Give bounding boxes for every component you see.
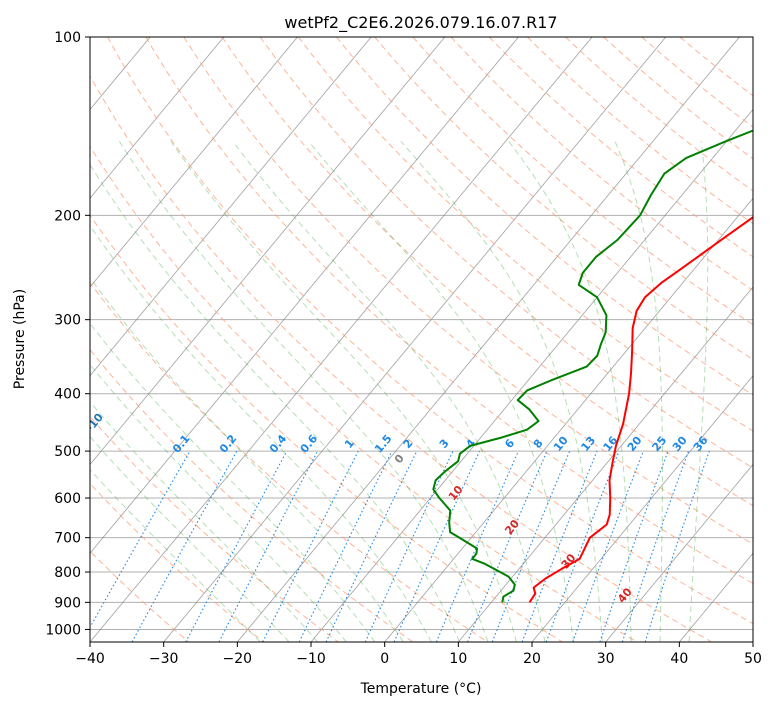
isotherm-line — [90, 37, 519, 554]
isotherm-line — [237, 37, 740, 642]
moist-adiabat-line — [90, 322, 376, 642]
moist-adiabat-line — [170, 141, 517, 642]
dry-adiabat-line — [565, 37, 753, 192]
isotherm-line — [90, 37, 225, 199]
y-tick-label: 400 — [54, 387, 81, 403]
mixing-ratio-line — [545, 450, 620, 642]
x-tick-label: 0 — [380, 651, 389, 667]
y-tick-label: 800 — [54, 565, 81, 581]
dewpoint-profile-line — [432, 129, 753, 603]
dry-adiabat-line — [527, 37, 753, 225]
dry-adiabat-line — [145, 37, 753, 584]
mixing-ratio-line — [435, 450, 519, 642]
dry-adiabat-line — [336, 37, 753, 396]
dry-adiabat-line — [90, 145, 638, 642]
mixing-ratio-lines — [90, 450, 710, 642]
dry-adiabat-line — [90, 281, 488, 642]
y-tick-label: 500 — [54, 444, 81, 460]
dry-adiabat-line — [450, 37, 753, 292]
mixing-ratio-line — [466, 450, 548, 642]
dry-adiabat-line — [90, 415, 339, 642]
y-axis-label: Pressure (hPa) — [12, 289, 28, 389]
y-tick-label: 200 — [54, 208, 81, 224]
dry-adiabat-line — [90, 74, 712, 642]
x-axis-label: Temperature (°C) — [360, 681, 482, 697]
mixing-ratio-line — [572, 450, 644, 642]
mixing-ratio-line — [491, 450, 571, 642]
plot-area: 0.10.20.40.611.52346810131620253036-100-… — [90, 37, 753, 642]
isotherm-line — [310, 108, 753, 642]
x-tick-label: 30 — [597, 651, 615, 667]
dry-adiabat-line — [374, 37, 753, 361]
mixing-ratio-line — [262, 450, 359, 642]
moist-adiabat-line — [90, 363, 347, 642]
moist-adiabat-line — [400, 140, 603, 642]
x-tick-label: 40 — [670, 651, 688, 667]
dry-adiabat-line — [412, 37, 753, 326]
isotherm-line — [90, 37, 372, 377]
isotherm-line — [90, 37, 593, 642]
temperature-profile-line — [528, 216, 753, 603]
mixing-ratio-line — [521, 450, 598, 642]
moist-adiabat-line — [90, 224, 432, 642]
moist-adiabat-line — [232, 141, 546, 642]
mixing-ratio-line — [599, 450, 669, 642]
x-tick-label: −30 — [149, 651, 179, 667]
dry-adiabat-line — [90, 214, 563, 642]
mixing-ratio-line — [131, 450, 238, 642]
mixing-ratio-line — [644, 450, 710, 642]
mixing-ratio-line — [185, 450, 288, 642]
y-tick-label: 300 — [54, 313, 81, 329]
x-tick-label: 20 — [523, 651, 541, 667]
y-tick-label: 1000 — [45, 622, 81, 638]
x-tick-label: −10 — [296, 651, 326, 667]
moist-adiabat-line — [688, 141, 709, 642]
mixing-ratio-line — [90, 450, 191, 629]
moist-adiabat-line — [90, 401, 319, 642]
moist-adiabat-line — [90, 163, 461, 642]
skewed-isotherms — [90, 37, 753, 642]
sounding-profiles — [432, 129, 753, 603]
y-axis-ticks: 100 200 300 400 500 600 700 800 900 1000 — [45, 30, 90, 638]
dry-adiabats — [90, 37, 753, 642]
dry-adiabat-line — [107, 37, 753, 625]
y-tick-label: 700 — [54, 531, 81, 547]
x-tick-label: 10 — [449, 651, 467, 667]
moist-adiabat-line — [90, 435, 290, 642]
y-tick-label: 100 — [54, 30, 81, 46]
isobar-gridlines — [90, 37, 753, 630]
isotherm-line — [163, 37, 667, 642]
moist-adiabat-line — [614, 141, 663, 642]
y-tick-label: 600 — [54, 491, 81, 507]
y-tick-label: 900 — [54, 595, 81, 611]
x-axis-ticks: −40 −30 −20 −10 0 10 20 30 40 50 — [75, 642, 762, 667]
isotherm-line — [458, 286, 753, 642]
x-tick-label: −40 — [75, 651, 105, 667]
isotherm-line — [384, 197, 753, 642]
chart-title: wetPf2_C2E6.2026.079.16.07.R17 — [284, 13, 557, 33]
x-tick-label: 50 — [744, 651, 762, 667]
moist-adiabat-line — [308, 141, 575, 642]
isotherm-line — [531, 375, 753, 642]
dry-adiabat-line — [298, 37, 753, 432]
moist-adiabat-line — [90, 468, 261, 642]
isotherm-line — [90, 37, 446, 466]
moist-adiabat-line — [118, 141, 489, 642]
mixing-ratio-line — [621, 450, 690, 642]
isotherm-line — [605, 463, 753, 642]
dry-adiabat-line — [183, 37, 753, 545]
moist-adiabat-line — [90, 276, 404, 642]
plot-frame — [89, 36, 754, 643]
isotherm-line — [90, 37, 298, 288]
mixing-ratio-line — [393, 450, 481, 642]
x-tick-label: −20 — [223, 651, 253, 667]
moist-adiabats — [90, 140, 709, 642]
